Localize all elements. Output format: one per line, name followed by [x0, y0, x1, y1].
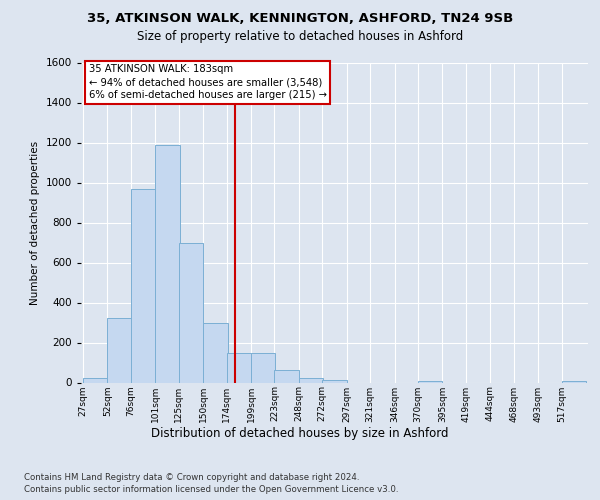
- Bar: [131, 188, 155, 382]
- Bar: [418, 380, 442, 382]
- Bar: [107, 318, 132, 382]
- Bar: [322, 380, 347, 382]
- Bar: [562, 380, 586, 382]
- Text: 35, ATKINSON WALK, KENNINGTON, ASHFORD, TN24 9SB: 35, ATKINSON WALK, KENNINGTON, ASHFORD, …: [87, 12, 513, 26]
- Bar: [251, 352, 275, 382]
- Bar: [179, 242, 203, 382]
- Y-axis label: Number of detached properties: Number of detached properties: [30, 140, 40, 304]
- Bar: [155, 144, 179, 382]
- Bar: [227, 352, 251, 382]
- Bar: [203, 322, 227, 382]
- Bar: [274, 370, 299, 382]
- Text: 35 ATKINSON WALK: 183sqm
← 94% of detached houses are smaller (3,548)
6% of semi: 35 ATKINSON WALK: 183sqm ← 94% of detach…: [89, 64, 326, 100]
- Text: Contains public sector information licensed under the Open Government Licence v3: Contains public sector information licen…: [24, 485, 398, 494]
- Bar: [299, 378, 323, 382]
- Text: Distribution of detached houses by size in Ashford: Distribution of detached houses by size …: [151, 428, 449, 440]
- Text: Contains HM Land Registry data © Crown copyright and database right 2024.: Contains HM Land Registry data © Crown c…: [24, 472, 359, 482]
- Text: Size of property relative to detached houses in Ashford: Size of property relative to detached ho…: [137, 30, 463, 43]
- Bar: [83, 378, 107, 382]
